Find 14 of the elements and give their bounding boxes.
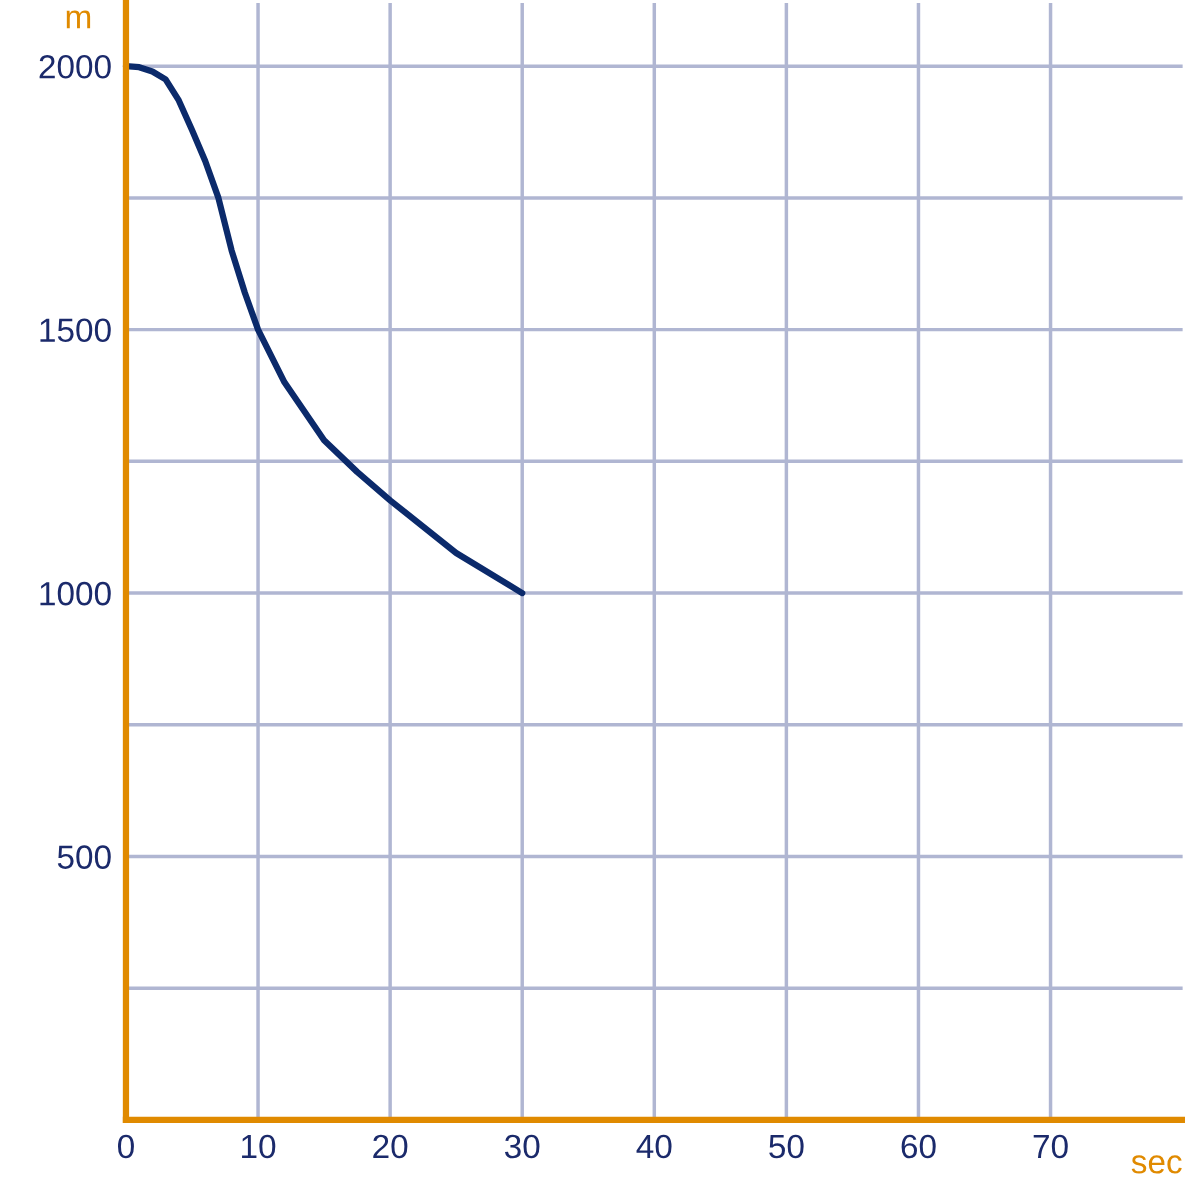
y-tick-label: 1500 (40, 318, 111, 343)
x-tick-label: 70 (1033, 1134, 1068, 1159)
x-tick-label: 30 (504, 1134, 540, 1159)
y-tick-label: 2000 (39, 54, 111, 79)
y-axis-title: m (66, 10, 91, 29)
x-tick-label: 0 (118, 1134, 134, 1159)
x-tick-label: 10 (242, 1134, 276, 1159)
y-tick-label: 1000 (40, 581, 111, 606)
x-tick-label: 50 (769, 1134, 804, 1159)
x-tick-label: 60 (901, 1134, 936, 1159)
y-tick-label: 500 (57, 845, 111, 869)
x-tick-label: 40 (636, 1134, 672, 1159)
x-axis-title: sec (1131, 1155, 1182, 1174)
x-tick-label: 20 (373, 1134, 408, 1159)
